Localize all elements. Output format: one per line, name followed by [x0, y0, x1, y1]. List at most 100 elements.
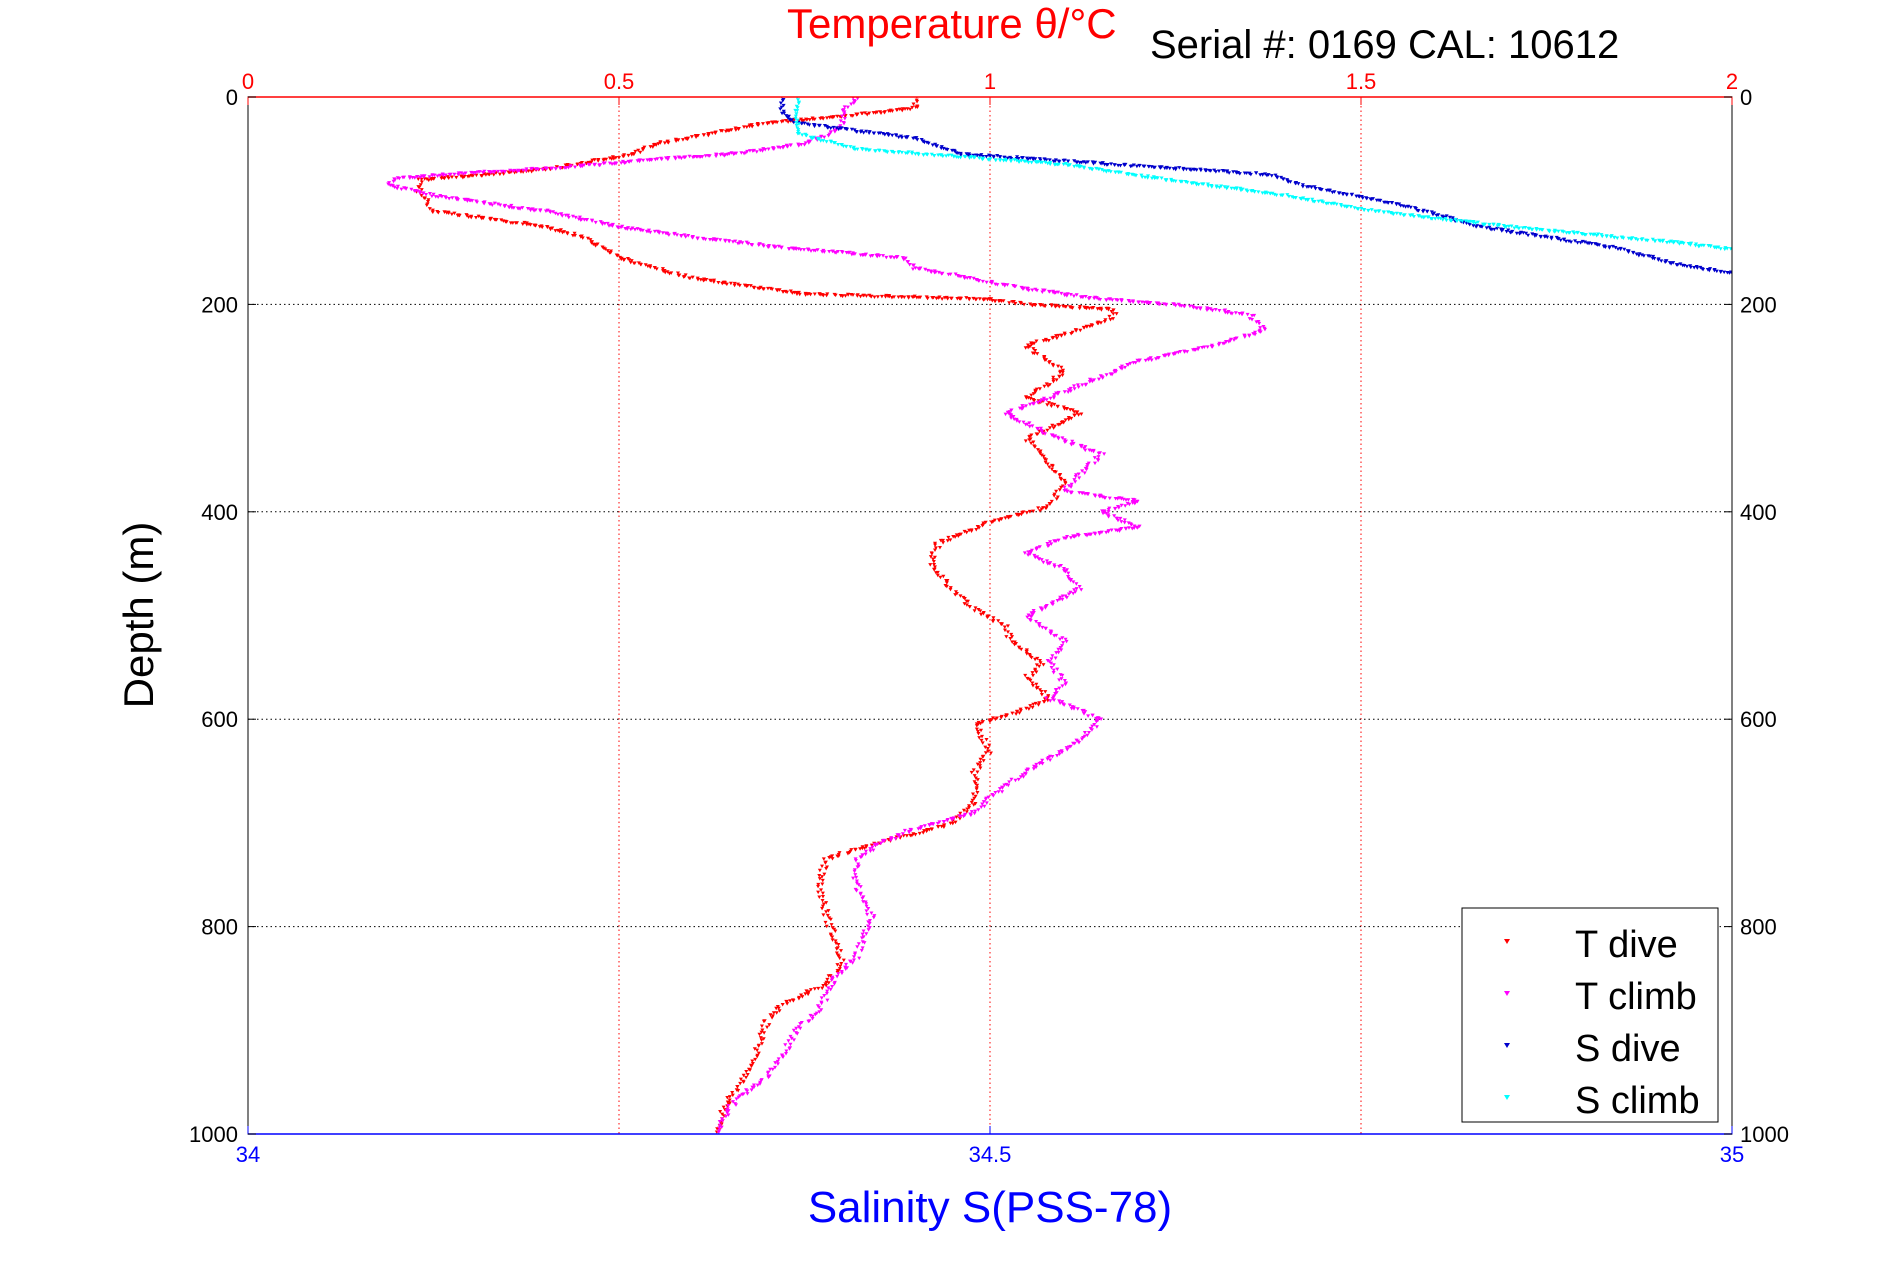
data-point — [601, 158, 606, 163]
temperature-tick-label: 0 — [242, 69, 254, 94]
data-point — [878, 110, 883, 114]
data-point — [1063, 682, 1068, 687]
data-point — [600, 222, 605, 226]
data-point — [1073, 474, 1078, 479]
data-point — [977, 278, 982, 283]
data-point — [828, 987, 833, 992]
data-point — [765, 1025, 770, 1030]
data-point — [416, 177, 421, 182]
data-point — [842, 112, 847, 116]
data-point — [875, 842, 880, 847]
data-point — [853, 99, 858, 104]
data-point — [820, 894, 825, 899]
data-point — [590, 158, 595, 163]
data-point — [676, 273, 681, 278]
data-point — [1023, 772, 1028, 776]
data-point — [1034, 762, 1039, 767]
data-point — [759, 1042, 764, 1046]
data-point — [1208, 169, 1213, 173]
data-point — [1052, 698, 1057, 703]
data-point — [653, 157, 658, 162]
data-point — [757, 242, 762, 246]
data-point — [652, 266, 657, 270]
data-point — [1082, 471, 1087, 475]
data-point — [1739, 272, 1743, 276]
data-point — [1827, 260, 1831, 264]
data-point — [1058, 637, 1063, 642]
data-point — [1887, 268, 1891, 272]
data-point — [1035, 427, 1040, 431]
data-point — [1737, 249, 1741, 253]
data-point — [615, 253, 620, 258]
data-point — [1055, 495, 1060, 500]
data-point — [1429, 210, 1434, 214]
data-point — [954, 592, 959, 596]
data-point — [1779, 253, 1783, 256]
data-point — [1080, 737, 1085, 742]
data-point — [1044, 382, 1049, 386]
data-point — [1045, 541, 1050, 546]
data-point — [761, 287, 766, 291]
data-point — [488, 217, 493, 222]
data-point — [722, 154, 727, 158]
data-point — [436, 195, 441, 200]
data-point — [1209, 185, 1214, 189]
data-point — [1778, 252, 1782, 256]
data-point — [731, 240, 736, 244]
data-point — [936, 270, 941, 275]
data-point — [820, 864, 825, 869]
data-point — [1675, 263, 1680, 267]
data-point — [510, 169, 515, 173]
data-point — [925, 153, 930, 157]
data-point — [1173, 303, 1178, 308]
data-point — [903, 256, 908, 261]
data-point — [646, 229, 651, 234]
data-point — [1821, 286, 1825, 290]
data-point — [929, 270, 934, 275]
data-point — [1057, 375, 1062, 379]
data-point — [1610, 244, 1615, 249]
data-point — [664, 156, 669, 160]
data-point — [1050, 754, 1055, 759]
data-point — [1006, 515, 1011, 520]
data-point — [810, 1014, 815, 1019]
data-point — [807, 118, 812, 122]
data-point — [1118, 164, 1123, 168]
data-point — [1056, 364, 1061, 369]
data-point — [1085, 160, 1090, 164]
data-point — [1763, 251, 1767, 255]
data-point — [864, 252, 869, 257]
data-point — [520, 206, 525, 210]
data-point — [826, 981, 831, 985]
data-point — [834, 251, 839, 255]
data-point — [933, 548, 938, 553]
data-point — [833, 929, 838, 933]
data-point — [864, 294, 869, 298]
data-point — [855, 147, 860, 152]
data-point — [1074, 329, 1079, 333]
data-point — [867, 921, 872, 926]
data-point — [1051, 426, 1056, 430]
data-point — [481, 216, 486, 221]
data-point — [936, 825, 941, 829]
data-point — [1021, 420, 1026, 425]
data-point — [786, 247, 791, 251]
data-point — [1229, 186, 1234, 191]
data-point — [1013, 302, 1018, 306]
data-point — [757, 1032, 762, 1037]
data-point — [1806, 257, 1810, 261]
data-point — [400, 175, 405, 180]
data-point — [817, 895, 822, 899]
data-point — [1572, 231, 1577, 236]
data-point — [727, 239, 732, 244]
data-point — [1369, 208, 1374, 212]
data-point — [1146, 174, 1151, 178]
data-point — [1125, 363, 1130, 367]
data-point — [866, 928, 871, 932]
data-point — [1242, 335, 1247, 339]
data-point — [1076, 740, 1081, 745]
data-point — [941, 541, 946, 545]
data-point — [1094, 725, 1099, 729]
data-point — [1014, 712, 1019, 716]
data-point — [953, 272, 958, 276]
